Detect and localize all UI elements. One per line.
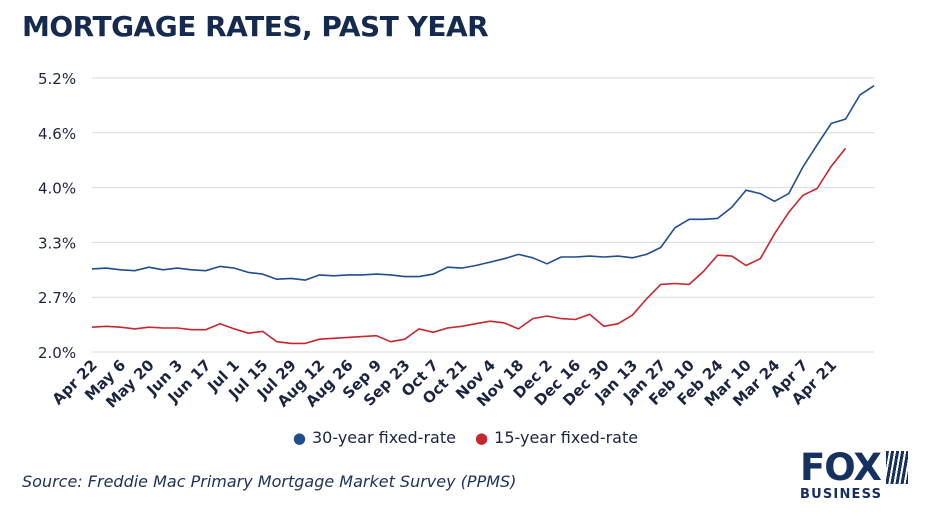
y-tick-label: 2.0% (38, 344, 76, 362)
grid-lines (92, 77, 874, 353)
chart-title: MORTGAGE RATES, PAST YEAR (22, 10, 489, 43)
legend-marker-15-year: ● (475, 429, 489, 447)
legend-label-15-year: 15-year fixed-rate (494, 428, 639, 447)
y-tick-label: 3.3% (38, 234, 76, 252)
logo-business-text: BUSINESS (800, 487, 883, 502)
series-line-30-year (91, 85, 875, 281)
series-line-15-year (91, 147, 847, 345)
logo-fox-text: FOX (800, 446, 882, 489)
legend-item-30-year: ● 30-year fixed-rate (293, 428, 456, 447)
y-tick-label: 4.0% (38, 180, 76, 198)
y-tick-label: 2.7% (38, 289, 76, 307)
legend: ● 30-year fixed-rate ● 15-year fixed-rate (0, 428, 931, 447)
y-axis-labels: 2.0% 2.7% 3.3% 4.0% 4.6% 5.2% (38, 70, 76, 362)
legend-item-15-year: ● 15-year fixed-rate (475, 428, 638, 447)
y-tick-label: 4.6% (38, 125, 76, 143)
fox-business-logo: FOX BUSINESS (800, 449, 910, 505)
logo-stripes-icon (886, 451, 908, 484)
series-lines (91, 85, 875, 345)
y-tick-label: 5.2% (38, 70, 76, 88)
source-note: Source: Freddie Mac Primary Mortgage Mar… (22, 472, 517, 491)
legend-marker-30-year: ● (292, 429, 306, 447)
legend-label-30-year: 30-year fixed-rate (311, 428, 456, 447)
